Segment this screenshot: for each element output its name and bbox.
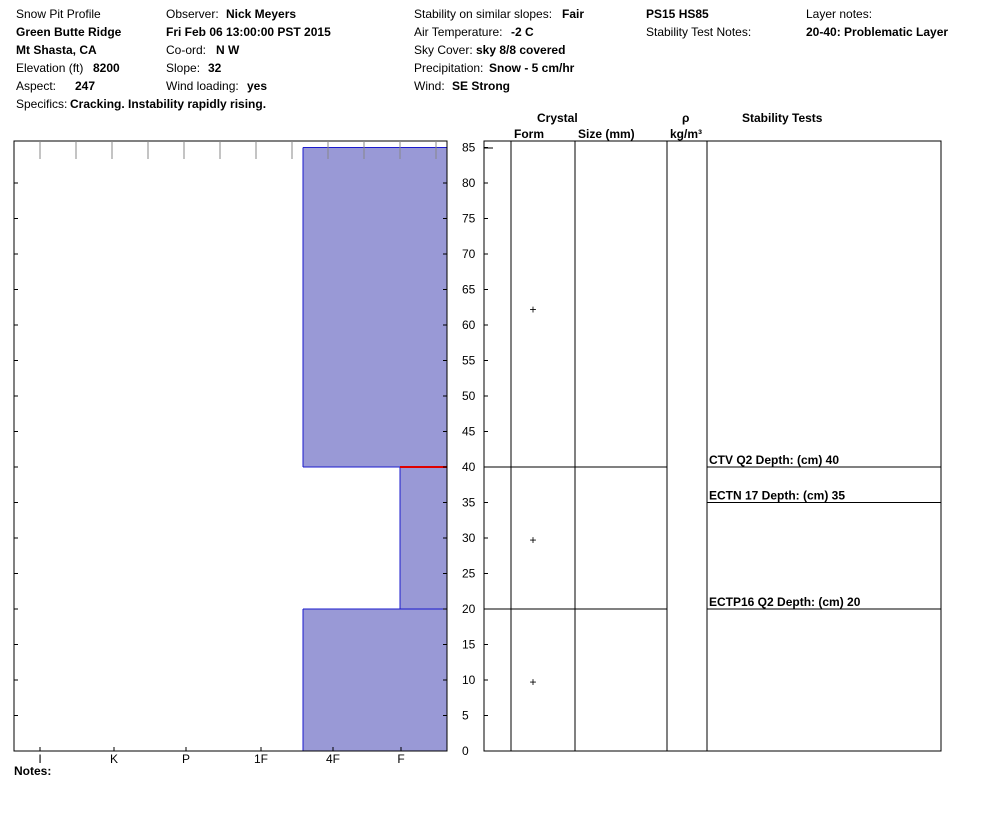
wind-value: SE Strong	[452, 79, 511, 93]
depth-tick-label-40: 40	[462, 460, 476, 474]
form-header: Form	[514, 127, 544, 141]
precip-value: Snow - 5 cm/hr	[489, 61, 575, 75]
specifics-value: Cracking. Instability rapidly rising.	[70, 97, 267, 111]
stability-test-label-1: CTV Q2 Depth: (cm) 40	[709, 453, 839, 467]
observation-datetime: Fri Feb 06 13:00:00 PST 2015	[166, 25, 331, 39]
depth-tick-label-70: 70	[462, 247, 476, 261]
depth-tick-label-35: 35	[462, 496, 476, 510]
depth-tick-label-30: 30	[462, 531, 476, 545]
location-name: Green Butte Ridge	[16, 25, 122, 39]
sky-value: sky 8/8 covered	[476, 43, 566, 57]
wind-label: Wind:	[414, 79, 445, 93]
hardness-tick-label-F: F	[397, 752, 404, 766]
density-unit: kg/m³	[670, 127, 703, 141]
elevation-label: Elevation (ft)	[16, 61, 84, 75]
depth-tick-label-45: 45	[462, 425, 476, 439]
crystal-form-symbol-1: +	[529, 675, 536, 689]
wind-loading-label: Wind loading:	[166, 79, 239, 93]
coord-label: Co-ord:	[166, 43, 207, 57]
depth-tick-label-5: 5	[462, 709, 469, 723]
depth-tick-label-15: 15	[462, 638, 476, 652]
stability-test-label-2: ECTN 17 Depth: (cm) 35	[709, 489, 845, 503]
region-name: Mt Shasta, CA	[16, 43, 97, 57]
layer-notes-value: 20-40: Problematic Layer	[806, 25, 949, 39]
precip-label: Precipitation:	[414, 61, 484, 75]
hardness-axis: I K P 1F 4F F	[38, 141, 437, 766]
pit-title: Snow Pit Profile	[16, 7, 101, 21]
hardness-layer-3	[303, 147, 447, 467]
hardness-tick-label-I: I	[38, 752, 41, 766]
depth-tick-label-80: 80	[462, 176, 476, 190]
stability-notes-label: Stability Test Notes:	[646, 25, 752, 39]
crystal-header: Crystal	[537, 111, 578, 125]
notes-label: Notes:	[14, 764, 52, 778]
stability-label: Stability on similar slopes:	[414, 7, 553, 21]
elevation-value: 8200	[93, 61, 120, 75]
slope-value: 32	[208, 61, 222, 75]
crystal-table-frame	[483, 140, 942, 752]
depth-tick-label-20: 20	[462, 602, 476, 616]
slope-label: Slope:	[166, 61, 201, 75]
depth-axis: 0 5 10 15 20 25 30 35 40 45 50 55 60 65 70 75 80 85	[14, 141, 493, 758]
hardness-layer-2	[400, 467, 447, 609]
hardness-tick-label-K: K	[110, 752, 118, 766]
crystal-table-rows: + + +	[484, 302, 667, 689]
depth-tick-label-75: 75	[462, 212, 476, 226]
stability-tests-list: CTV Q2 Depth: (cm) 40 ECTN 17 Depth: (cm)…	[707, 453, 941, 610]
observer-label: Observer:	[166, 7, 219, 21]
depth-tick-label-50: 50	[462, 389, 476, 403]
stability-tests-header: Stability Tests	[742, 111, 823, 125]
specifics-label: Specifics:	[16, 97, 68, 111]
depth-tick-label-85: 85	[462, 141, 476, 155]
hardness-tick-label-P: P	[182, 752, 190, 766]
aspect-label: Aspect:	[16, 79, 57, 93]
depth-tick-label-25: 25	[462, 567, 476, 581]
size-header: Size (mm)	[578, 127, 635, 141]
ps-hs-value: PS15 HS85	[646, 7, 709, 21]
hardness-plot-frame	[13, 140, 448, 752]
crystal-form-symbol-3: +	[529, 302, 536, 316]
air-temp-label: Air Temperature:	[414, 25, 503, 39]
layer-notes-label: Layer notes:	[806, 7, 873, 21]
hardness-layers	[302, 147, 447, 752]
observer-value: Nick Meyers	[226, 7, 297, 21]
hardness-tick-label-1F: 1F	[254, 752, 268, 766]
hardness-tick-label-4F: 4F	[326, 752, 340, 766]
density-symbol: ρ	[682, 111, 690, 125]
crystal-form-symbol-2: +	[529, 533, 536, 547]
hardness-layer-1	[303, 609, 447, 751]
depth-tick-label-65: 65	[462, 283, 476, 297]
depth-tick-label-10: 10	[462, 673, 476, 687]
wind-loading-value: yes	[247, 79, 268, 93]
depth-tick-label-60: 60	[462, 318, 476, 332]
depth-tick-label-0: 0	[462, 744, 469, 758]
stability-value: Fair	[562, 7, 585, 21]
air-temp-value: -2 C	[511, 25, 534, 39]
aspect-value: 247	[75, 79, 96, 93]
sky-label: Sky Cover:	[414, 43, 473, 57]
stability-test-label-3: ECTP16 Q2 Depth: (cm) 20	[709, 595, 861, 609]
depth-tick-label-55: 55	[462, 354, 476, 368]
coord-value: N W	[216, 43, 240, 57]
